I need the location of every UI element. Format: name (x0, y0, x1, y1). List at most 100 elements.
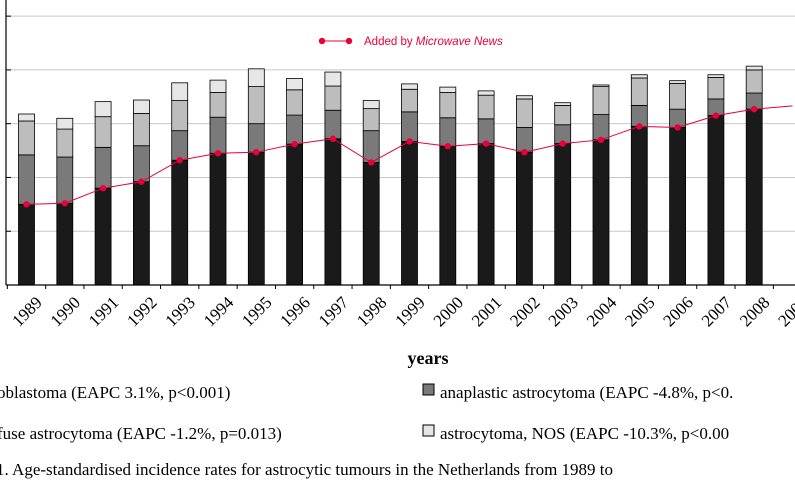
bar-1992-series-2 (132, 113, 150, 147)
annotation-italic: Microwave News (416, 36, 503, 48)
overlay-point-1999 (406, 138, 413, 145)
x-tick-label-1993: 1993 (162, 293, 199, 330)
bar-1995-series-3 (247, 68, 265, 87)
bar-1995-series-2 (247, 86, 265, 125)
overlay-point-2007 (712, 112, 720, 119)
bar-1990-series-3 (56, 117, 74, 130)
bar-1989-series-1 (18, 154, 35, 205)
bar-2006-series-0 (669, 127, 686, 286)
bar-2003-series-0 (554, 143, 572, 286)
legend-label-glioblastoma: oblastoma (EAPC 3.1%, p<0.001) (0, 383, 230, 402)
bar-1996-series-0 (286, 143, 304, 286)
x-tick-label-1989: 1989 (8, 293, 45, 330)
bar-1995-series-1 (247, 123, 265, 153)
bar-2001-series-0 (477, 143, 495, 286)
bar-2003-series-2 (554, 104, 572, 126)
bar-1994-series-0 (209, 152, 227, 286)
bar-1991-series-3 (94, 101, 112, 118)
bar-1998-series-1 (362, 130, 380, 163)
overlay-point-1995 (253, 148, 260, 156)
overlay-point-1991 (99, 185, 107, 192)
bar-2002-series-0 (516, 151, 533, 286)
bar-1997-series-0 (324, 138, 342, 286)
x-tick-label-2001: 2001 (468, 293, 505, 330)
legend-label-nos: astrocytoma, NOS (EAPC -10.3%, p<0.00 (440, 424, 729, 443)
overlay-point-2001 (482, 140, 490, 147)
bar-1997-series-1 (324, 109, 342, 140)
x-tick-label-1991: 1991 (85, 293, 122, 330)
annotation-marker-right (345, 37, 353, 45)
figure-caption: 1. Age-standardised incidence rates for … (0, 460, 613, 479)
bar-2008-series-3 (745, 65, 763, 71)
bar-2000-series-2 (439, 92, 457, 119)
bar-1998-series-2 (362, 108, 380, 132)
bar-1999-series-0 (401, 141, 418, 286)
axes (5, 0, 795, 289)
bar-1999-series-1 (401, 111, 418, 142)
x-tick-label-1996: 1996 (276, 293, 313, 330)
bar-1994-series-2 (209, 92, 227, 118)
annotation: Added by Microwave News (318, 36, 503, 48)
overlay-point-2005 (636, 123, 643, 130)
annotation-marker-left (318, 37, 326, 45)
bar-1993-series-0 (171, 159, 189, 286)
bar-2002-series-2 (516, 98, 533, 128)
bar-1993-series-3 (171, 82, 189, 101)
bar-2006-series-2 (669, 82, 686, 110)
x-tick-label-2002: 2002 (506, 293, 543, 330)
bar-2000-series-1 (439, 117, 457, 147)
bar-1998-series-0 (362, 161, 380, 286)
bar-2005-series-3 (630, 74, 648, 79)
bar-1991-series-0 (94, 187, 112, 286)
bar-1992-series-0 (132, 181, 150, 286)
bar-1999-series-3 (401, 83, 418, 90)
bar-1999-series-2 (401, 88, 418, 113)
bar-2000-series-3 (439, 86, 457, 93)
bar-2008-series-2 (745, 69, 763, 94)
overlay-point-2002 (521, 148, 528, 156)
bar-1992-series-1 (132, 145, 150, 183)
x-tick-label-2003: 2003 (545, 293, 582, 330)
x-tick-label-1990: 1990 (47, 293, 84, 330)
bar-1989-series-3 (18, 113, 35, 122)
bar-1995-series-0 (247, 151, 265, 286)
bar-1994-series-1 (209, 116, 227, 154)
bar-1989-series-0 (18, 203, 35, 286)
bar-2001-series-2 (477, 94, 495, 120)
bar-2001-series-1 (477, 118, 495, 144)
overlay-point-1997 (329, 135, 337, 142)
bar-1994-series-3 (209, 79, 227, 93)
bar-2004-series-3 (592, 84, 610, 87)
overlay-point-2003 (559, 140, 566, 147)
legend-label-anaplastic: anaplastic astrocytoma (EAPC -4.8%, p<0. (440, 383, 733, 402)
bar-1990-series-1 (56, 156, 74, 204)
bar-2002-series-3 (516, 95, 533, 100)
overlay-point-2000 (444, 143, 451, 150)
bar-1993-series-1 (171, 130, 189, 161)
bar-2005-series-2 (630, 77, 648, 106)
bar-1991-series-1 (94, 146, 112, 189)
bar-1990-series-0 (56, 202, 74, 286)
annotation-prefix: Added by (364, 36, 416, 48)
bar-2007-series-3 (707, 74, 725, 78)
bar-2002-series-1 (516, 127, 533, 153)
x-tick-label-1998: 1998 (353, 293, 390, 330)
x-axis-title: years (408, 348, 449, 368)
legend-swatch-nos (422, 424, 435, 437)
overlay-point-2008 (751, 105, 758, 113)
legend-label-diffuse: fuse astrocytoma (EAPC -1.2%, p=0.013) (0, 424, 282, 443)
bar-1997-series-2 (324, 85, 342, 111)
bar-2004-series-2 (592, 86, 610, 115)
legend-swatch-anaplastic (422, 383, 435, 396)
x-tick-label-2005: 2005 (621, 293, 658, 330)
x-tick-label-1995: 1995 (238, 293, 275, 330)
overlay-point-1989 (23, 201, 30, 208)
x-tick-label-2007: 2007 (698, 293, 736, 331)
bar-1990-series-2 (56, 128, 74, 158)
bar-2007-series-0 (707, 115, 725, 286)
legend: oblastoma (EAPC 3.1%, p<0.001) anaplasti… (0, 383, 733, 443)
x-tick-label-1997: 1997 (315, 293, 353, 331)
x-tick-label-1994: 1994 (200, 293, 238, 331)
bar-1997-series-3 (324, 71, 342, 87)
overlay-point-1992 (138, 178, 145, 185)
